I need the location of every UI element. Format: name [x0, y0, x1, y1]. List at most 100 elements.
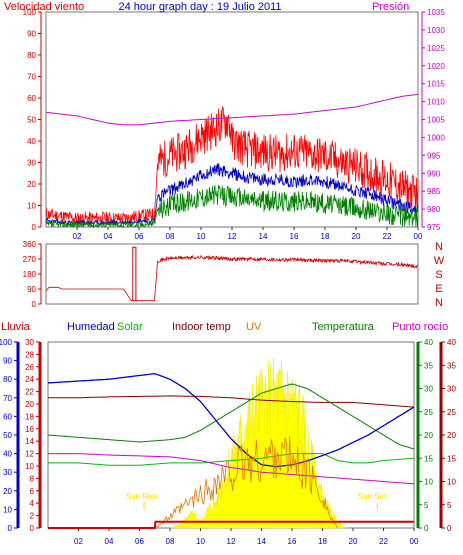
indoor-y-tick-label: 15 [447, 454, 456, 463]
indoor-y-tick-label: 35 [447, 361, 456, 370]
sunset-label: Sun Set [358, 492, 387, 501]
sunrise-label: Sun Rise [126, 492, 159, 501]
multi-x-tick-label: 22 [379, 537, 388, 546]
wind-gust-line [45, 105, 419, 226]
multi-x-tick-label: 02 [74, 537, 83, 546]
wind-axis-label: Velocidad viento [4, 1, 84, 13]
rain-y-tick-label: 8 [30, 474, 35, 483]
direction-compass-letter: N [435, 297, 443, 309]
rain-y-tick-label: 14 [25, 437, 34, 446]
pressure-y-tick-label: 1020 [427, 62, 445, 71]
temperature-y-tick-label: 35 [424, 361, 433, 370]
rain-y-tick-label: 28 [25, 350, 34, 359]
direction-compass-letter: W [434, 255, 445, 267]
wind-y-tick-label: 90 [27, 30, 36, 39]
humidity-y-tick-label: 60 [3, 412, 12, 421]
legend-humidity: Humedad [67, 321, 115, 333]
direction-y-tick-label: 90 [27, 285, 36, 294]
legend-rain: Lluvia [1, 321, 31, 333]
indoor-y-tick-label: 20 [447, 431, 456, 440]
humidity-y-tick-label: 0 [8, 524, 13, 533]
indoor-y-tick-label: 40 [447, 338, 456, 347]
wind-x-tick-label: 16 [290, 232, 299, 241]
humidity-y-tick-label: 10 [3, 505, 12, 514]
temperature-y-tick-label: 10 [424, 478, 433, 487]
legend-temperature: Temperatura [312, 321, 375, 333]
pressure-y-tick-label: 995 [427, 151, 441, 160]
direction-y-tick-label: 0 [32, 300, 37, 309]
wind-x-tick-label: 12 [228, 232, 237, 241]
temperature-y-tick-label: 20 [424, 431, 433, 440]
humidity-y-tick-label: 50 [3, 431, 12, 440]
rain-line [48, 520, 414, 529]
temperature-y-tick-label: 15 [424, 454, 433, 463]
direction-y-tick-label: 360 [23, 240, 37, 249]
direction-plot-area [45, 243, 419, 305]
rain-y-tick-label: 0 [30, 524, 35, 533]
multi-x-tick-label: 20 [349, 537, 358, 546]
pressure-y-tick-label: 990 [427, 169, 441, 178]
legend-uv: UV [246, 321, 262, 333]
legend-indoor-temp: Indoor temp [172, 321, 231, 333]
multi-x-tick-label: 06 [135, 537, 144, 546]
multi-x-tick-label: 04 [105, 537, 114, 546]
wind-x-tick-label: 20 [352, 232, 361, 241]
indoor-y-tick-label: 30 [447, 385, 456, 394]
humidity-y-tick-label: 80 [3, 375, 12, 384]
solar-green-line [48, 453, 415, 466]
humidity-line [47, 373, 415, 468]
wind-y-tick-label: 40 [27, 137, 36, 146]
direction-compass-letter: N [435, 241, 443, 253]
rain-y-tick-label: 22 [25, 388, 34, 397]
legend-solar: Solar [117, 321, 143, 333]
rain-y-tick-label: 30 [25, 338, 34, 347]
pressure-y-tick-label: 980 [427, 205, 441, 214]
rain-y-tick-label: 10 [25, 462, 34, 471]
temperature-y-tick-label: 5 [424, 501, 429, 510]
temperature-y-tick-label: 30 [424, 385, 433, 394]
pressure-y-tick-label: 1025 [427, 44, 445, 53]
humidity-y-tick-label: 90 [3, 357, 12, 366]
rain-y-tick-label: 6 [30, 487, 35, 496]
wind-x-tick-label: 04 [104, 232, 113, 241]
multi-x-tick-label: 10 [196, 537, 205, 546]
wind-direction-line [45, 254, 419, 302]
temperature-y-tick-label: 40 [424, 338, 433, 347]
humidity-y-tick-label: 20 [3, 487, 12, 496]
multi-x-tick-label: 12 [227, 537, 236, 546]
wind-x-tick-label: 22 [383, 232, 392, 241]
direction-y-tick-label: 180 [23, 270, 37, 279]
wind-y-tick-label: 10 [27, 202, 36, 211]
wind-y-tick-label: 0 [32, 223, 37, 232]
indoor-y-tick-label: 5 [447, 501, 452, 510]
multi-x-tick-label: 00 [410, 537, 419, 546]
temperature-y-tick-label: 0 [424, 524, 429, 533]
pressure-y-tick-label: 1035 [427, 8, 445, 17]
legend-dew-point: Punto rocío [392, 321, 448, 333]
rain-y-tick-label: 16 [25, 425, 34, 434]
humidity-y-tick-label: 30 [3, 468, 12, 477]
pressure-y-tick-label: 1015 [427, 80, 445, 89]
pressure-y-tick-label: 1005 [427, 116, 445, 125]
dew-point-line [48, 453, 415, 485]
multi-x-tick-label: 18 [318, 537, 327, 546]
wind-x-tick-label: 02 [73, 232, 82, 241]
wind-x-tick-label: 18 [321, 232, 330, 241]
indoor-y-tick-label: 0 [447, 524, 452, 533]
rain-y-tick-label: 20 [25, 400, 34, 409]
pressure-y-tick-label: 1030 [427, 26, 445, 35]
rain-y-tick-label: 12 [25, 450, 34, 459]
direction-y-tick-label: 270 [23, 255, 37, 264]
wind-x-tick-label: 00 [414, 232, 423, 241]
indoor-temp-line [48, 395, 415, 408]
direction-compass-letter: S [435, 269, 442, 281]
rain-y-tick-label: 26 [25, 363, 34, 372]
chart-title: 24 hour graph day : 19 Julio 2011 [118, 1, 281, 13]
pressure-line [45, 93, 419, 126]
rain-y-tick-label: 24 [25, 375, 34, 384]
wind-y-tick-label: 100 [23, 8, 37, 17]
rain-y-tick-label: 18 [25, 412, 34, 421]
humidity-y-tick-label: 100 [0, 338, 13, 347]
